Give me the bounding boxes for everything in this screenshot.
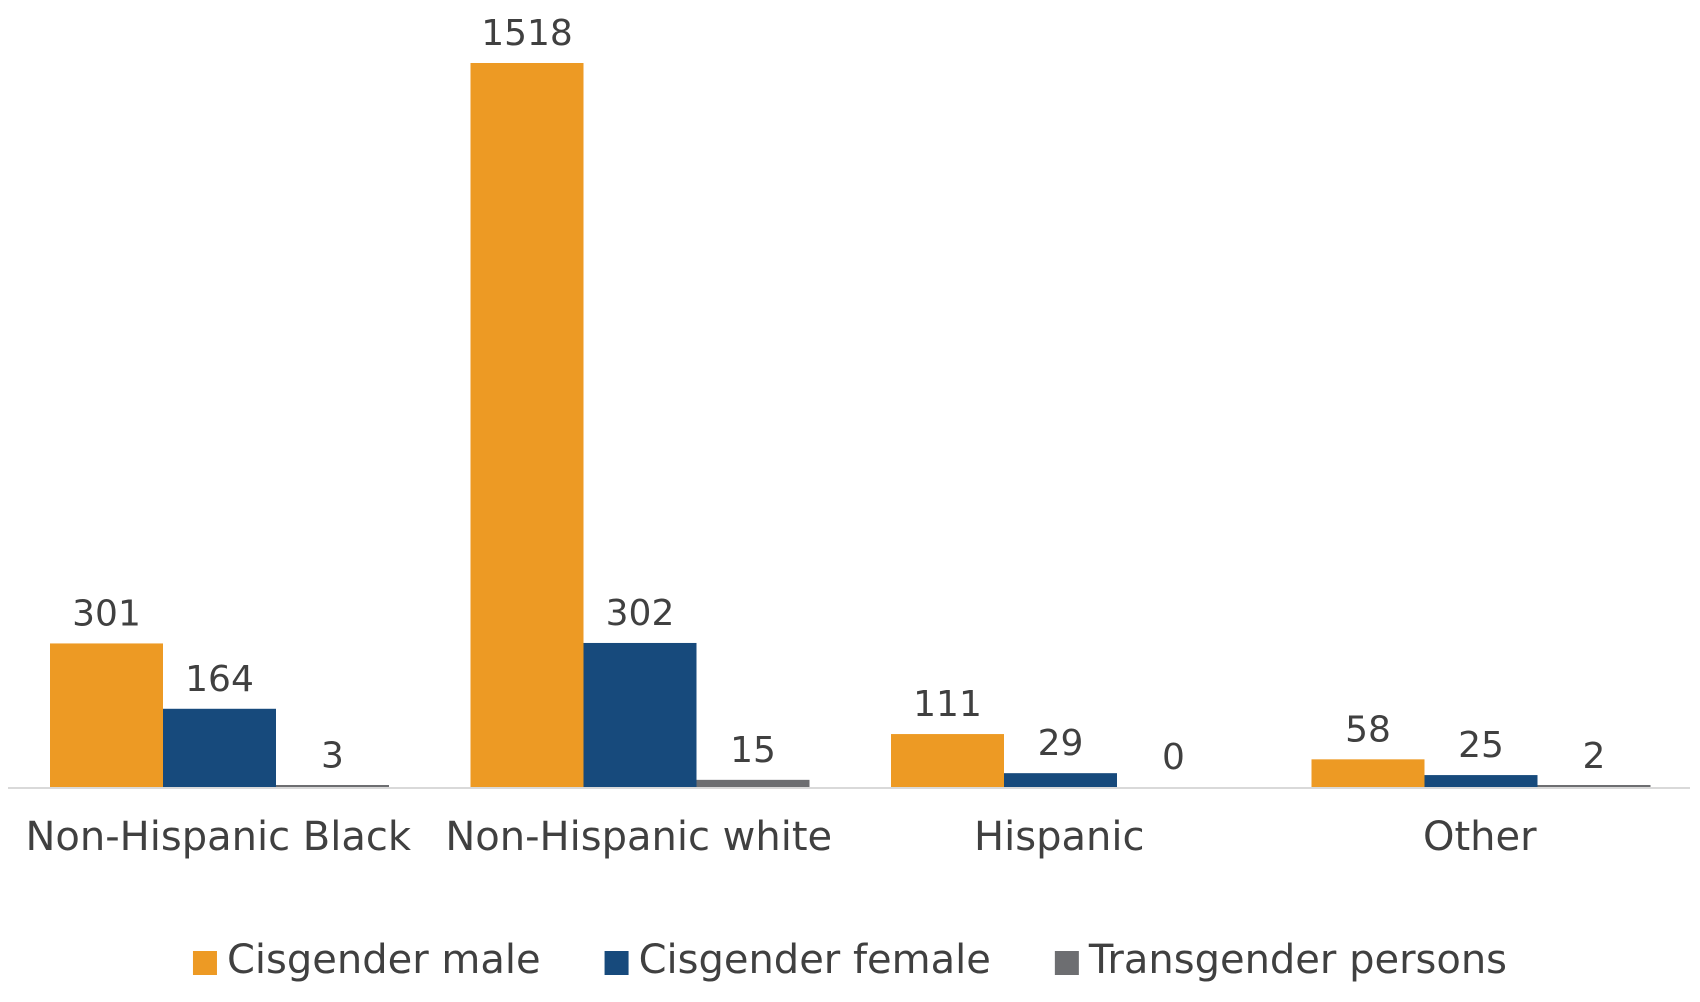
bar-non-hispanic-white-transgender-persons	[696, 779, 810, 787]
legend-item-cisgender-female: Cisgender female	[604, 937, 991, 983]
category-labels-layer: Non-Hispanic Black Non-Hispanic white Hisp…	[25, 814, 1537, 860]
category-label-hispanic: Hispanic	[974, 814, 1144, 860]
legend: Cisgender male Cisgender female Transgende…	[192, 937, 1507, 983]
legend-item-cisgender-male: Cisgender male	[192, 937, 541, 983]
legend-item-transgender-persons: Transgender persons	[1054, 937, 1507, 983]
value-labels-layer: 301 164 3 1518 302 15 111 29 0 58 25 2	[72, 13, 1605, 778]
legend-swatch-cisgender-female	[604, 951, 629, 975]
category-label-other: Other	[1423, 814, 1537, 860]
bar-other-cisgender-male	[1311, 759, 1425, 787]
value-label-non-hispanic-black-transgender-persons: 3	[321, 736, 344, 777]
value-label-hispanic-transgender-persons: 0	[1162, 737, 1185, 778]
bar-non-hispanic-black-cisgender-female	[163, 708, 276, 787]
value-label-non-hispanic-white-cisgender-female: 302	[606, 593, 675, 634]
bar-non-hispanic-white-cisgender-female	[583, 642, 697, 787]
value-label-other-cisgender-male: 58	[1345, 709, 1391, 750]
value-label-hispanic-cisgender-female: 29	[1038, 723, 1084, 764]
legend-label-transgender-persons: Transgender persons	[1088, 937, 1507, 983]
value-label-non-hispanic-black-cisgender-female: 164	[185, 659, 254, 700]
value-label-other-transgender-persons: 2	[1583, 736, 1606, 777]
legend-label-cisgender-female: Cisgender female	[639, 937, 991, 983]
legend-swatch-cisgender-male	[192, 951, 217, 975]
bar-non-hispanic-black-transgender-persons	[276, 785, 389, 787]
value-label-hispanic-cisgender-male: 111	[913, 684, 982, 725]
category-label-non-hispanic-black: Non-Hispanic Black	[25, 814, 411, 860]
value-label-other-cisgender-female: 25	[1458, 725, 1504, 766]
bar-other-transgender-persons	[1537, 785, 1651, 787]
legend-label-cisgender-male: Cisgender male	[227, 937, 541, 983]
value-label-non-hispanic-white-transgender-persons: 15	[730, 730, 776, 771]
legend-swatch-transgender-persons	[1054, 951, 1079, 975]
bar-other-cisgender-female	[1424, 775, 1538, 787]
value-label-non-hispanic-white-cisgender-male: 1518	[481, 13, 573, 54]
category-label-non-hispanic-white: Non-Hispanic white	[445, 814, 832, 860]
bar-hispanic-cisgender-male	[891, 734, 1004, 787]
bar-hispanic-cisgender-female	[1004, 773, 1117, 787]
bar-non-hispanic-black-cisgender-male	[50, 643, 163, 787]
bar-non-hispanic-white-cisgender-male	[470, 63, 584, 787]
value-label-non-hispanic-black-cisgender-male: 301	[72, 593, 141, 634]
bars-layer	[50, 63, 1651, 787]
